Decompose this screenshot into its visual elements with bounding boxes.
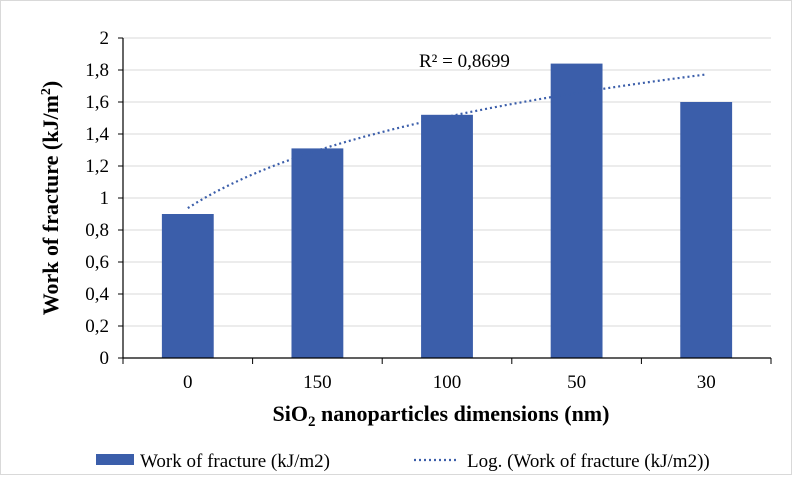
x-tick-label: 100 [433,372,462,393]
trendline-path [187,73,707,210]
bars [161,63,733,358]
y-tick-label: 1 [100,188,110,209]
y-tick-label: 1,8 [85,60,109,81]
y-tick-label: 2 [100,28,110,49]
x-tick-label: 30 [697,372,716,393]
y-tick-label: 1,6 [85,92,109,113]
trendline [187,73,707,210]
y-tick-label: 1,2 [85,156,109,177]
x-tick-label: 0 [183,372,193,393]
x-tick-label: 50 [567,372,586,393]
x-tick-labels: 0 150 100 50 30 [183,372,716,393]
bar [421,114,473,358]
x-tick-label: 150 [303,372,332,393]
y-tick-labels: 0 0,2 0,4 0,6 0,8 1 1,2 1,4 1,6 1,8 2 [85,28,109,369]
legend-bar-swatch [96,454,134,465]
bar [550,63,603,358]
axes [118,37,772,364]
r-squared-label: R² = 0,8699 [419,51,510,72]
y-tick-label: 0,4 [85,284,109,305]
bar [291,148,344,358]
legend-trend-label: Log. (Work of fracture (kJ/m2)) [467,451,710,472]
x-axis-title: SiO2 nanoparticles dimensions (nm) [273,401,610,430]
y-tick-label: 1,4 [85,124,109,145]
legend-bar-label: Work of fracture (kJ/m2) [140,451,330,472]
y-tick-label: 0,6 [85,252,109,273]
legend: Work of fracture (kJ/m2) Log. (Work of f… [96,451,710,472]
bar [680,102,733,358]
y-tick-label: 0,8 [85,220,109,241]
y-axis-title: Work of fracture (kJ/m2) [38,81,63,316]
y-tick-label: 0 [100,348,110,369]
bar [161,214,214,358]
y-tick-label: 0,2 [85,316,109,337]
